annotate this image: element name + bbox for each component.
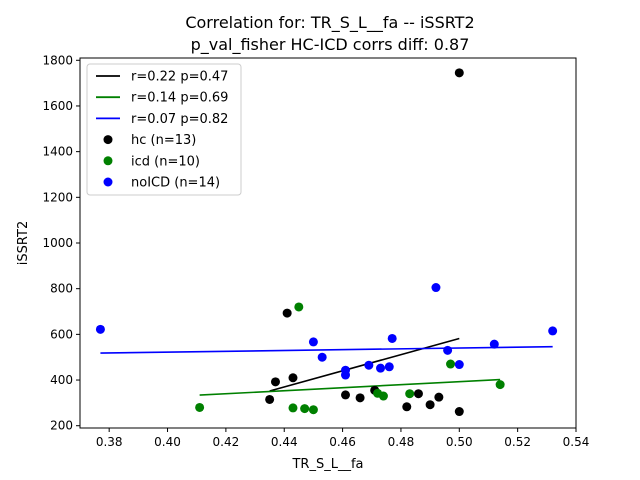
data-point-2-6 — [376, 363, 386, 373]
x-tick-label-1: 0.40 — [154, 435, 181, 449]
y-axis-label: iSSRT2 — [16, 221, 31, 265]
y-tick-label-1: 400 — [50, 373, 73, 387]
x-axis-label: TR_S_L__fa — [291, 457, 363, 472]
x-tick-label-5: 0.48 — [388, 435, 415, 449]
data-point-0-0 — [265, 394, 275, 404]
data-point-2-8 — [387, 333, 397, 343]
legend-marker-swatch-3 — [103, 135, 113, 145]
data-point-2-13 — [548, 326, 558, 336]
chart-title-line-1: Correlation for: TR_S_L__fa -- iSSRT2 — [185, 13, 474, 33]
data-point-2-7 — [384, 362, 394, 372]
legend-marker-swatch-4 — [103, 156, 113, 166]
legend-label-3: hc (n=13) — [131, 133, 196, 148]
y-tick-label-3: 800 — [50, 282, 73, 296]
data-point-2-12 — [489, 339, 499, 349]
x-axis-ticks: 0.38 0.40 0.42 0.44 0.46 0.48 0.50 0.52 0.54 — [96, 428, 590, 449]
x-tick-label-6: 0.50 — [446, 435, 473, 449]
data-point-0-11 — [454, 68, 464, 78]
data-point-2-9 — [431, 283, 441, 293]
fit-line-2 — [100, 345, 553, 354]
plot-area — [79, 57, 577, 429]
data-point-2-10 — [443, 345, 453, 355]
legend: r=0.22 p=0.47 r=0.14 p=0.69 r=0.07 p=0.82 h… — [86, 63, 242, 196]
legend-items: r=0.22 p=0.47 r=0.14 p=0.69 r=0.07 p=0.82 h… — [96, 70, 228, 191]
data-points — [95, 68, 558, 417]
data-point-0-4 — [341, 390, 351, 400]
x-tick-label-4: 0.46 — [329, 435, 356, 449]
legend-label-4: icd (n=10) — [131, 154, 200, 169]
data-point-1-3 — [300, 404, 310, 414]
chart-title-line-2: p_val_fisher HC-ICD corrs diff: 0.87 — [191, 35, 470, 55]
data-point-0-8 — [413, 389, 423, 399]
fit-line-1 — [199, 378, 501, 396]
data-point-1-9 — [495, 380, 505, 390]
data-point-1-0 — [195, 402, 205, 412]
data-point-1-8 — [446, 359, 456, 369]
data-point-0-1 — [270, 377, 280, 387]
y-tick-label-6: 1400 — [42, 145, 73, 159]
data-point-2-4 — [341, 370, 351, 380]
legend-label-5: noICD (n=14) — [131, 176, 220, 191]
data-point-1-6 — [378, 391, 388, 401]
data-point-0-2 — [282, 308, 292, 318]
y-tick-label-8: 1800 — [42, 53, 73, 67]
x-tick-label-8: 0.54 — [563, 435, 590, 449]
legend-marker-swatch-5 — [103, 177, 113, 187]
data-point-0-3 — [288, 373, 298, 383]
legend-label-1: r=0.14 p=0.69 — [131, 91, 228, 106]
y-axis-ticks: 200 400 600 800 1000 1200 1400 1600 1800 — [42, 53, 80, 433]
legend-label-0: r=0.22 p=0.47 — [131, 70, 228, 85]
legend-box — [86, 63, 242, 196]
data-point-2-2 — [317, 352, 327, 362]
data-point-2-5 — [364, 360, 374, 370]
data-point-0-10 — [434, 392, 444, 402]
legend-label-2: r=0.07 p=0.82 — [131, 112, 228, 127]
x-tick-label-3: 0.44 — [271, 435, 298, 449]
data-point-0-9 — [425, 400, 435, 410]
y-tick-label-5: 1200 — [42, 190, 73, 204]
x-tick-label-0: 0.38 — [96, 435, 123, 449]
y-tick-label-2: 600 — [50, 327, 73, 341]
y-tick-label-0: 200 — [50, 419, 73, 433]
data-point-0-5 — [355, 393, 365, 403]
data-point-2-11 — [454, 360, 464, 370]
data-point-2-0 — [95, 324, 105, 334]
data-point-1-2 — [294, 302, 304, 312]
data-point-1-4 — [308, 405, 318, 415]
y-tick-label-7: 1600 — [42, 99, 73, 113]
data-point-1-1 — [288, 403, 298, 413]
data-point-0-12 — [454, 407, 464, 417]
x-tick-label-2: 0.42 — [213, 435, 240, 449]
y-tick-label-4: 1000 — [42, 236, 73, 250]
data-point-0-7 — [402, 402, 412, 412]
x-tick-label-7: 0.52 — [504, 435, 531, 449]
data-point-1-7 — [405, 389, 415, 399]
data-point-2-1 — [308, 337, 318, 347]
